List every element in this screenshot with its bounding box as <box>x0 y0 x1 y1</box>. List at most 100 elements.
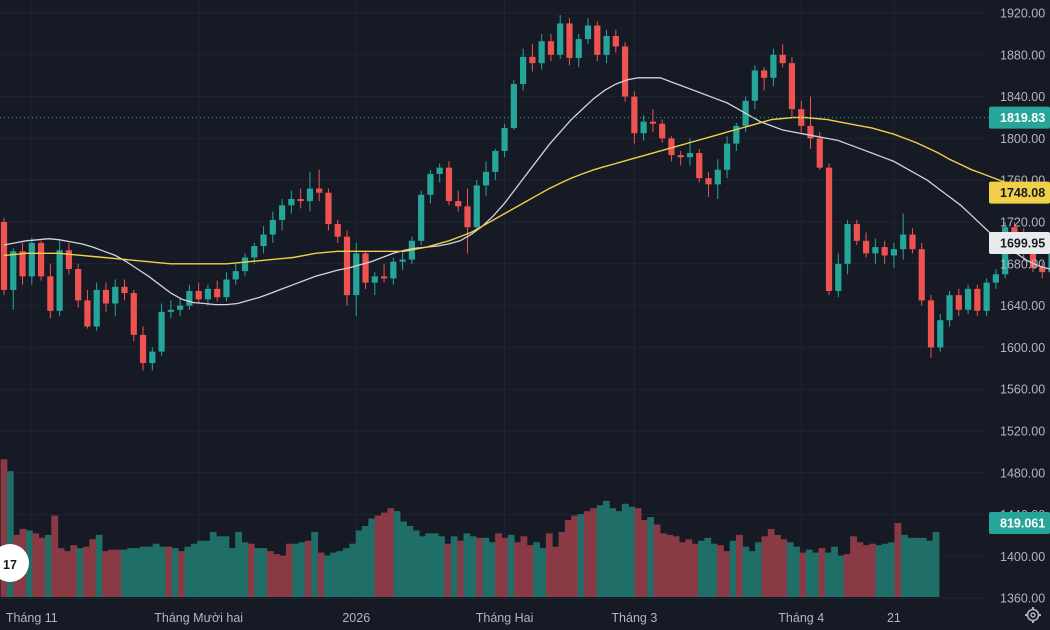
candle-body[interactable] <box>195 290 202 300</box>
candle-body[interactable] <box>0 222 8 290</box>
candle-body[interactable] <box>612 35 619 47</box>
candle-body[interactable] <box>102 289 110 304</box>
candle-body[interactable] <box>482 171 490 186</box>
candle-body[interactable] <box>93 289 100 327</box>
candle-body[interactable] <box>399 259 406 262</box>
candle-body[interactable] <box>538 41 545 64</box>
candle-body[interactable] <box>37 242 45 277</box>
candle-body[interactable] <box>529 56 536 64</box>
candle-body[interactable] <box>186 290 193 306</box>
candle-body[interactable] <box>1039 267 1046 273</box>
candle-body[interactable] <box>779 54 786 64</box>
candle-body[interactable] <box>835 263 842 291</box>
candle-body[interactable] <box>955 295 962 310</box>
candle-body[interactable] <box>723 143 731 170</box>
candle-body[interactable] <box>1029 253 1037 268</box>
candle-body[interactable] <box>492 150 499 172</box>
candle-body[interactable] <box>863 240 870 254</box>
candle-body[interactable] <box>696 153 703 179</box>
candle-body[interactable] <box>640 121 647 134</box>
candle-body[interactable] <box>455 201 462 207</box>
candle-body[interactable] <box>872 247 879 254</box>
candle-body[interactable] <box>371 276 378 283</box>
candle-body[interactable] <box>844 224 851 264</box>
candle-body[interactable] <box>260 234 267 247</box>
candle-body[interactable] <box>621 46 629 97</box>
candle-body[interactable] <box>825 167 833 291</box>
candle-body[interactable] <box>269 219 276 235</box>
candle-body[interactable] <box>807 125 814 139</box>
candle-body[interactable] <box>816 138 823 168</box>
candle-body[interactable] <box>557 23 564 55</box>
candle-body[interactable] <box>983 282 990 311</box>
candle-body[interactable] <box>28 242 35 277</box>
candle-body[interactable] <box>974 288 981 311</box>
candle-body[interactable] <box>547 41 555 55</box>
candle-body[interactable] <box>946 295 953 321</box>
candle-body[interactable] <box>761 70 768 78</box>
candle-body[interactable] <box>964 288 972 310</box>
candle-body[interactable] <box>241 257 249 272</box>
candle-body[interactable] <box>418 194 425 241</box>
candle-body[interactable] <box>770 54 777 78</box>
candle-body[interactable] <box>473 185 480 228</box>
candle-body[interactable] <box>575 39 582 58</box>
candle-body[interactable] <box>158 311 165 352</box>
candle-body[interactable] <box>19 251 26 277</box>
candle-body[interactable] <box>909 234 916 250</box>
candle-body[interactable] <box>204 288 212 300</box>
candles[interactable] <box>0 15 1050 371</box>
candle-body[interactable] <box>631 96 638 134</box>
candle-body[interactable] <box>251 246 258 258</box>
candle-body[interactable] <box>167 309 174 312</box>
candle-body[interactable] <box>75 269 82 301</box>
candle-body[interactable] <box>343 236 351 296</box>
candle-body[interactable] <box>353 253 360 296</box>
candle-body[interactable] <box>520 56 527 85</box>
candle-body[interactable] <box>594 25 601 55</box>
candle-body[interactable] <box>603 35 610 55</box>
candle-body[interactable] <box>714 169 721 185</box>
candle-body[interactable] <box>362 253 369 283</box>
candle-body[interactable] <box>937 320 944 348</box>
candle-body[interactable] <box>918 249 925 301</box>
candle-body[interactable] <box>214 288 221 298</box>
time-axis[interactable]: Tháng 11 Tháng Mười hai 2026 Tháng Hai Tháng… <box>6 611 901 625</box>
candle-body[interactable] <box>992 274 999 283</box>
candle-body[interactable] <box>881 247 888 256</box>
candle-body[interactable] <box>56 250 63 311</box>
candle-body[interactable] <box>316 188 323 193</box>
candle-body[interactable] <box>677 155 684 158</box>
candle-body[interactable] <box>464 206 471 228</box>
candle-body[interactable] <box>10 251 17 290</box>
candle-body[interactable] <box>279 205 286 220</box>
candle-body[interactable] <box>659 123 666 139</box>
candle-body[interactable] <box>510 84 517 128</box>
candle-body[interactable] <box>380 276 388 279</box>
candle-body[interactable] <box>121 286 128 294</box>
candle-body[interactable] <box>149 351 156 364</box>
candle-body[interactable] <box>112 286 119 304</box>
candle-body[interactable] <box>325 192 332 225</box>
candle-body[interactable] <box>390 261 397 279</box>
candle-body[interactable] <box>584 25 592 40</box>
candle-body[interactable] <box>306 188 314 202</box>
candle-body[interactable] <box>566 23 573 58</box>
candle-body[interactable] <box>436 167 443 174</box>
candle-body[interactable] <box>927 300 935 348</box>
candle-body[interactable] <box>297 199 304 202</box>
candle-body[interactable] <box>900 234 907 250</box>
candle-body[interactable] <box>751 70 758 101</box>
candle-body[interactable] <box>65 250 72 270</box>
candle-body[interactable] <box>733 125 740 144</box>
candle-body[interactable] <box>232 271 239 280</box>
candle-body[interactable] <box>686 153 694 158</box>
candle-body[interactable] <box>427 173 434 195</box>
price-axis[interactable]: 1920.001880.001840.001800.001760.001720.… <box>1000 7 1045 606</box>
candle-body[interactable] <box>177 305 184 310</box>
candle-body[interactable] <box>223 279 230 298</box>
candle-body[interactable] <box>288 199 295 206</box>
candle-body[interactable] <box>501 127 508 151</box>
candle-body[interactable] <box>649 121 656 124</box>
